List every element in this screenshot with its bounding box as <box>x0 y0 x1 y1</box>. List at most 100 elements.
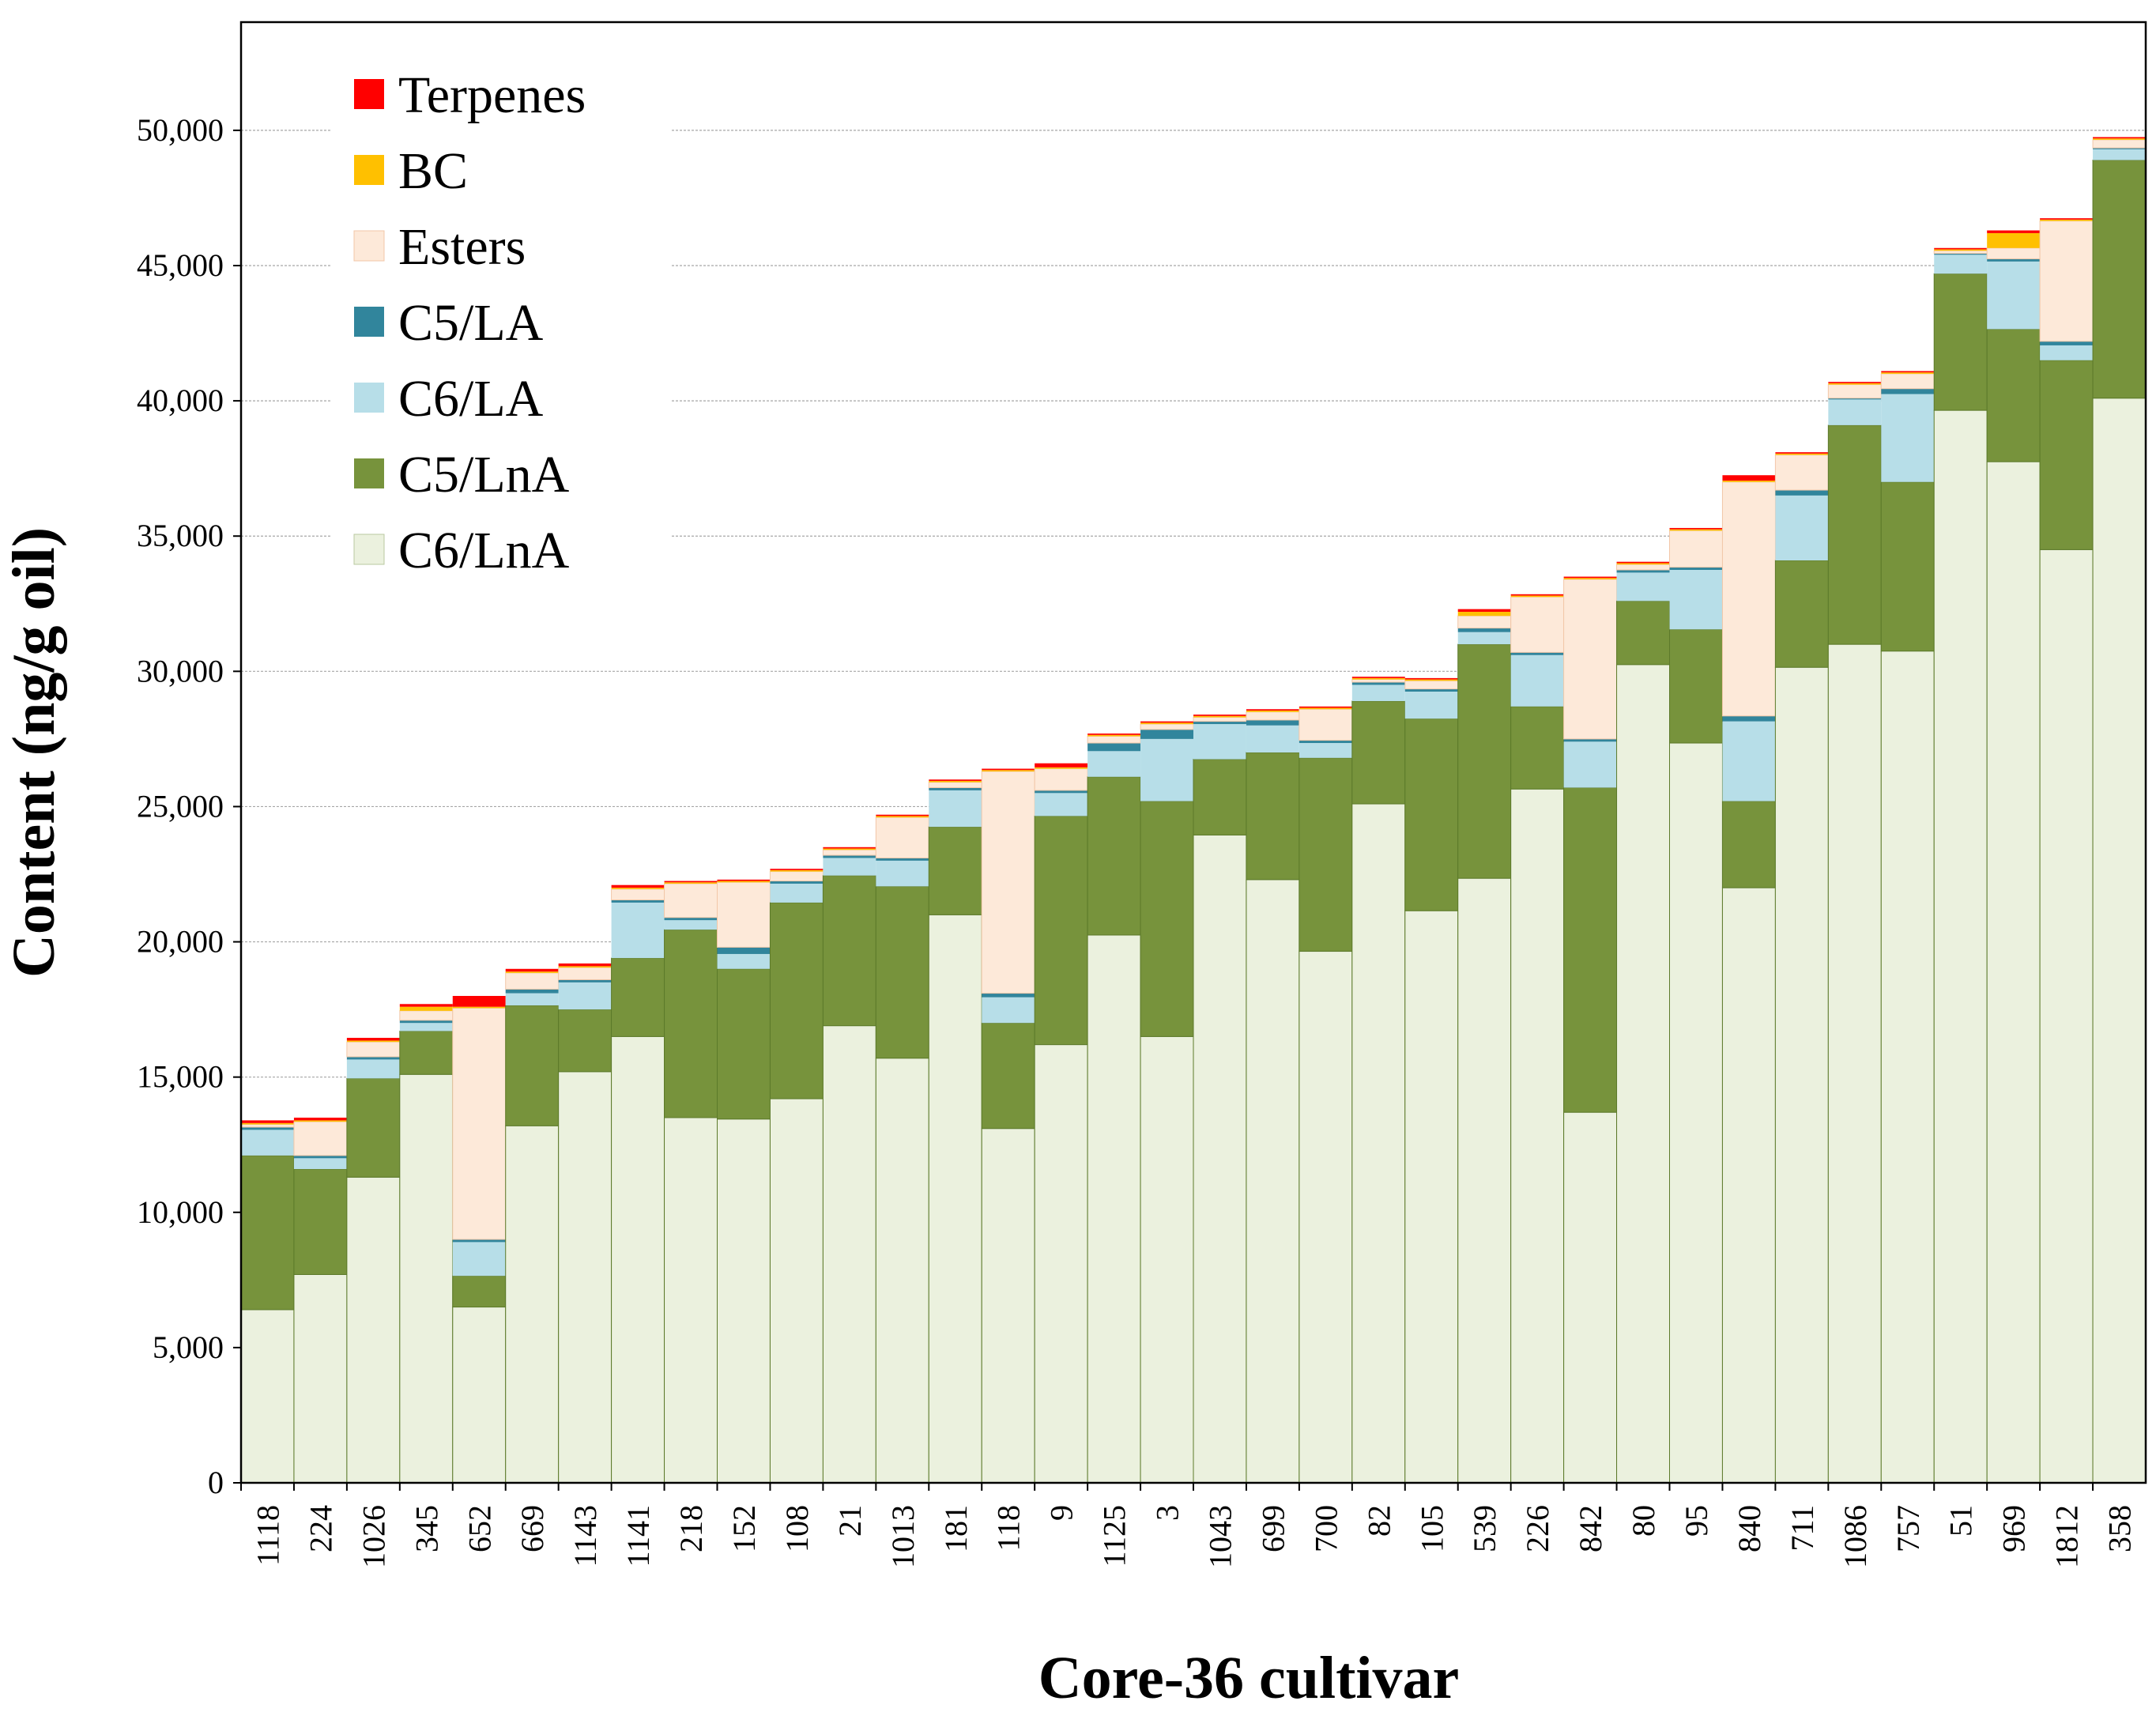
bar-stack-1141 <box>611 884 665 1484</box>
bar-segment-terpenes <box>1087 734 1141 735</box>
legend-label: C6/LnA <box>398 522 570 579</box>
bar-segment-c5-lna <box>611 957 665 1037</box>
bar-segment-bc <box>717 881 771 883</box>
bar-segment-c5-lna <box>664 929 718 1118</box>
bar-segment-c6-lna <box>1140 1035 1194 1484</box>
bar-segment-bc <box>1987 232 2041 248</box>
bar-segment-bc <box>2093 138 2146 140</box>
bar-segment-terpenes <box>1828 382 1882 383</box>
bar-segment-c6-lna <box>717 1118 771 1484</box>
legend-background <box>332 55 672 577</box>
bar-stack-669 <box>505 968 560 1484</box>
bar-segment-esters <box>2092 139 2147 149</box>
bar-segment-c6-la <box>1404 692 1458 719</box>
bar-segment-c6-la <box>1140 738 1193 801</box>
y-tick-label: 50,000 <box>137 112 224 148</box>
bar-segment-c6-la <box>346 1059 400 1079</box>
bar-segment-c5-la <box>1193 721 1246 725</box>
bar-segment-bc <box>664 882 718 884</box>
legend-item-c5-lna: C5/LnA <box>354 446 570 503</box>
bar-segment-esters <box>1140 723 1194 730</box>
bar-segment-c5-la <box>1510 652 1564 655</box>
bar-segment-esters <box>1034 768 1088 791</box>
x-tick-label: 669 <box>514 1505 550 1552</box>
bar-segment-c6-la <box>1246 725 1299 752</box>
bar-segment-c6-la <box>1987 261 2041 330</box>
legend-swatch <box>354 79 384 109</box>
bar-segment-esters <box>664 883 718 918</box>
legend-item-c5-la: C5/LA <box>354 294 544 352</box>
bar-segment-c6-la <box>1087 751 1141 777</box>
bar-stack-652 <box>452 996 507 1484</box>
bar-stack-1812 <box>2039 218 2094 1484</box>
y-tick-label: 20,000 <box>137 924 224 960</box>
bar-segment-c6-la <box>1934 255 1988 274</box>
bar-segment-terpenes <box>1722 475 1776 481</box>
x-tick-label: 1026 <box>356 1505 391 1568</box>
bar-segment-c5-la <box>1404 688 1458 692</box>
bar-segment-c5-la <box>346 1057 400 1060</box>
bar-segment-c5-la <box>293 1155 347 1159</box>
bar-stack-700 <box>1298 706 1353 1484</box>
bar-segment-bc <box>1722 481 1776 482</box>
bar-segment-c6-lna <box>452 1307 507 1484</box>
bar-segment-c5-la <box>770 881 824 884</box>
bar-segment-c5-lna <box>1457 643 1512 879</box>
legend-item-bc: BC <box>354 142 468 200</box>
x-tick-label: 1125 <box>1097 1505 1133 1567</box>
bar-segment-esters <box>1193 717 1247 722</box>
bar-segment-c6-la <box>1616 572 1670 602</box>
bar-segment-c5-la <box>611 899 665 903</box>
bar-segment-terpenes <box>1246 709 1299 711</box>
bar-stack-95 <box>1669 527 1723 1484</box>
bar-segment-c6-la <box>452 1242 506 1277</box>
legend-swatch <box>354 458 384 488</box>
bar-segment-c5-lna <box>1193 759 1247 835</box>
legend-label: C5/LnA <box>398 446 570 503</box>
bar-segment-c6-lna <box>1669 742 1723 1484</box>
bar-segment-c5-lna <box>1087 776 1141 936</box>
bar-stack-699 <box>1246 709 1300 1484</box>
legend-label: BC <box>398 142 468 200</box>
bar-segment-esters <box>928 782 982 788</box>
bar-stack-51 <box>1933 247 1988 1484</box>
bar-segment-c6-lna <box>399 1073 454 1484</box>
x-tick-label: 757 <box>1890 1505 1926 1552</box>
bar-segment-c6-la <box>982 997 1035 1024</box>
bar-segment-bc <box>1087 734 1141 737</box>
bar-stacks <box>240 137 2147 1484</box>
bar-segment-esters <box>505 972 560 990</box>
bar-segment-terpenes <box>823 847 876 849</box>
bar-segment-terpenes <box>982 768 1035 771</box>
bar-segment-c5-lna <box>822 875 876 1027</box>
bar-segment-bc <box>399 1006 453 1011</box>
bar-segment-esters <box>1246 711 1300 721</box>
bar-segment-c5-la <box>399 1020 453 1024</box>
bar-segment-c6-lna <box>1404 910 1459 1484</box>
bar-segment-c6-lna <box>875 1058 929 1484</box>
bar-segment-c6-lna <box>1457 877 1512 1484</box>
bar-segment-c5-lna <box>717 968 771 1120</box>
bar-segment-terpenes <box>717 879 771 881</box>
bar-stack-1013 <box>875 814 929 1484</box>
bar-segment-c6-lna <box>346 1176 401 1484</box>
bar-segment-terpenes <box>2093 137 2146 139</box>
bar-segment-c6-lna <box>240 1309 295 1484</box>
bar-segment-c5-la <box>1087 743 1141 752</box>
legend-item-terpenes: Terpenes <box>354 66 586 124</box>
bar-segment-c5-la <box>823 855 876 858</box>
bar-segment-c5-lna <box>1774 560 1829 668</box>
bar-segment-esters <box>981 771 1035 994</box>
x-tick-label: 95 <box>1679 1505 1714 1537</box>
x-tick-label: 842 <box>1573 1505 1608 1552</box>
bar-segment-terpenes <box>2040 218 2094 220</box>
bar-stack-152 <box>717 879 771 1484</box>
x-tick-label: 51 <box>1943 1505 1979 1537</box>
y-tick-label: 0 <box>208 1465 224 1500</box>
x-tick-label: 358 <box>2102 1505 2138 1552</box>
x-tick-label: 224 <box>303 1505 338 1552</box>
bar-segment-bc <box>241 1122 294 1125</box>
x-tick-label: 105 <box>1414 1505 1449 1552</box>
bar-stack-218 <box>664 881 718 1484</box>
